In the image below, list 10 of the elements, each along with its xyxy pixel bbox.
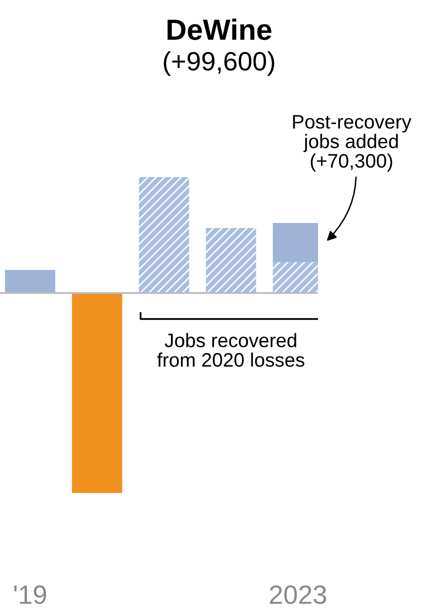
- annotation: Jobs recovered from 2020 losses: [157, 333, 304, 367]
- x-tick-label: '19: [14, 585, 46, 604]
- annotation: Post-recovery jobs added (+70,300): [293, 115, 412, 172]
- x-tick-label: 2023: [270, 585, 326, 604]
- bar: [72, 293, 122, 493]
- bar: [5, 270, 56, 293]
- bar: [138, 177, 190, 293]
- chart-title: DeWine: [168, 18, 272, 40]
- chart-subtitle: (+99,600): [164, 51, 274, 76]
- bar: [206, 228, 256, 293]
